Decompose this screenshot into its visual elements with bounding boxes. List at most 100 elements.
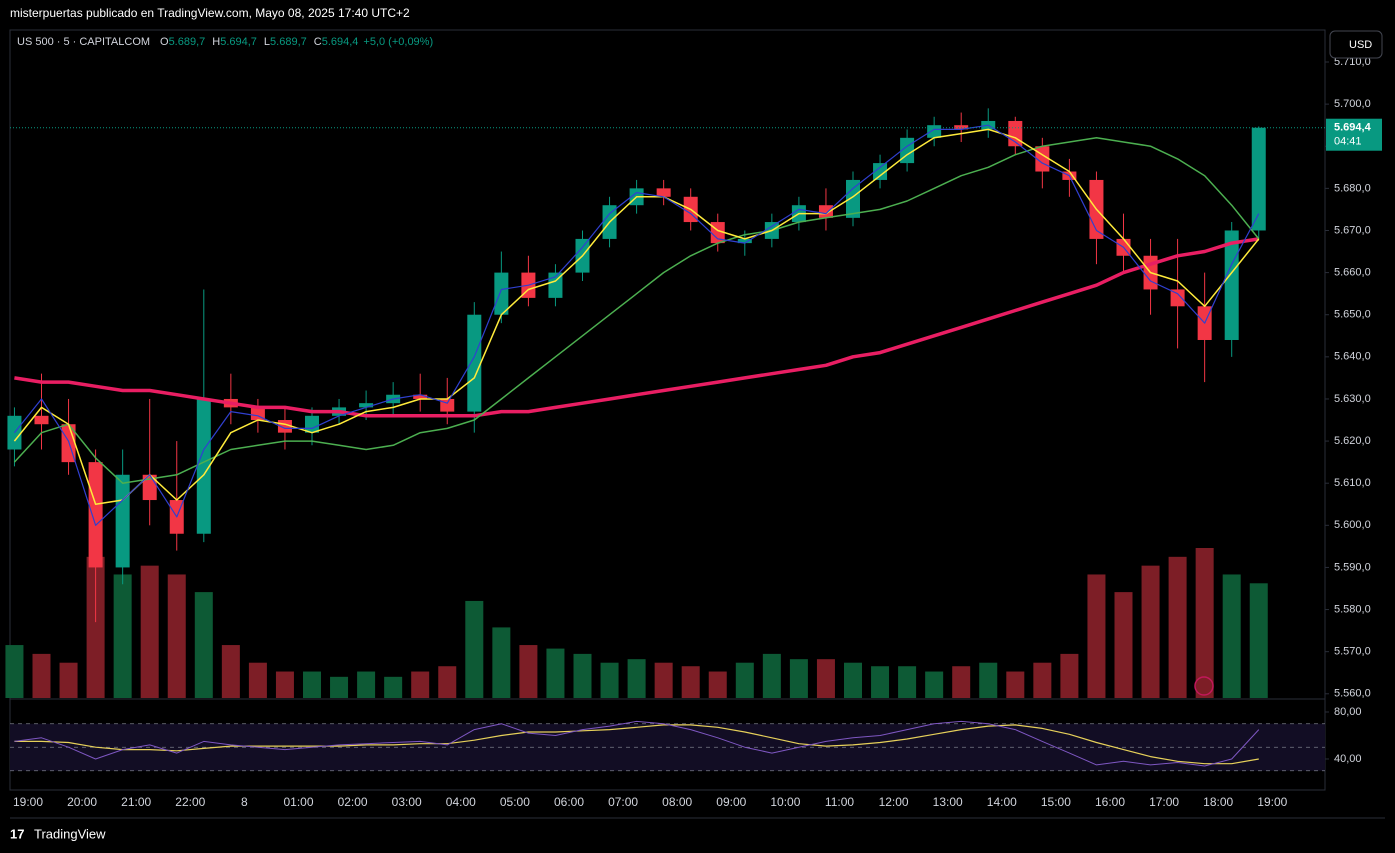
volume-bar — [113, 574, 132, 698]
volume-bar — [1141, 565, 1160, 698]
volume-bar — [871, 666, 890, 698]
candle-body — [737, 238, 752, 244]
time-label: 19:00 — [1257, 795, 1287, 809]
time-label: 08:00 — [662, 795, 692, 809]
volume-bar — [221, 645, 240, 698]
volume-bar — [1060, 653, 1079, 698]
legend-high: 5.694,7 — [220, 36, 257, 48]
time-label: 18:00 — [1203, 795, 1233, 809]
candle-body — [196, 398, 211, 534]
time-label: 11:00 — [825, 795, 854, 809]
candle-body — [88, 462, 103, 568]
time-label: 22:00 — [175, 795, 205, 809]
time-label: 12:00 — [879, 795, 909, 809]
volume-bar — [59, 662, 78, 698]
volume-bar — [573, 653, 592, 698]
legend-change: +5,0 (+0,09%) — [363, 36, 433, 48]
volume-bar — [898, 666, 917, 698]
time-label: 03:00 — [392, 795, 422, 809]
time-label: 06:00 — [554, 795, 584, 809]
moving-average — [13, 137, 1260, 484]
currency-button[interactable] — [1329, 30, 1383, 59]
rsi-tick-label: 40,00 — [1334, 753, 1362, 765]
time-label: 19:00 — [13, 795, 43, 809]
volume-bar — [979, 662, 998, 698]
moving-average — [14, 237, 1260, 418]
price-tick-label: 5.560,0 — [1334, 688, 1371, 700]
price-tick-label: 5.570,0 — [1334, 646, 1371, 658]
candle-body — [548, 272, 563, 298]
volume-bar — [600, 662, 619, 698]
candle-body — [1251, 127, 1266, 231]
candle-body — [34, 415, 49, 425]
volume-bar — [167, 574, 186, 698]
candle-body — [115, 474, 130, 568]
candle-body — [846, 179, 860, 218]
volume-bar — [654, 662, 673, 698]
legend-high-label: H — [212, 36, 220, 48]
price-tick-label: 5.700,0 — [1334, 98, 1371, 110]
price-tick-label: 5.650,0 — [1334, 309, 1371, 321]
volume-bar — [248, 662, 267, 698]
candle-body — [305, 415, 319, 433]
volume-bar — [357, 671, 376, 698]
time-label: 09:00 — [716, 795, 746, 809]
volume-bar — [789, 659, 808, 698]
candle-body — [818, 205, 833, 218]
legend-close: 5.694,4 — [322, 36, 359, 48]
time-label: 07:00 — [608, 795, 638, 809]
time-label: 21:00 — [121, 795, 151, 809]
footer-brand: TradingView — [34, 826, 106, 841]
symbol: US 500 · 5 · CAPITALCOM — [17, 36, 150, 48]
price-tick-label: 5.680,0 — [1334, 182, 1371, 194]
volume-bar — [1249, 583, 1268, 698]
volume-bar — [330, 676, 349, 698]
last-price-label: 5.694,4 — [1334, 122, 1372, 134]
candle-body — [467, 314, 482, 412]
volume-bar — [925, 671, 944, 698]
volume-bar — [384, 676, 403, 698]
price-tick-label: 5.630,0 — [1334, 393, 1371, 405]
volume-bar — [546, 648, 565, 698]
candle-body — [656, 188, 671, 197]
price-tick-label: 5.640,0 — [1334, 351, 1371, 363]
price-tick-label: 5.670,0 — [1334, 224, 1371, 236]
price-tick-label: 5.620,0 — [1334, 435, 1371, 447]
time-label: 17:00 — [1149, 795, 1179, 809]
volume-bar — [519, 645, 538, 698]
countdown: 04:41 — [1334, 136, 1362, 148]
moving-average — [13, 128, 1260, 506]
volume-bar — [844, 662, 862, 698]
volume-bar — [303, 671, 321, 698]
ohlc-legend: O 5.689,7 H 5.694,7 L 5.689,7 C 5.694,4 +5,0 (+0… — [160, 36, 433, 48]
currency-label[interactable]: USD — [1349, 39, 1372, 51]
volume-bar — [1006, 671, 1025, 698]
price-tick-label: 5.610,0 — [1334, 477, 1371, 489]
time-label: 8 — [241, 795, 248, 809]
legend-close-label: C — [314, 36, 322, 48]
time-label: 02:00 — [338, 795, 368, 809]
volume-bar — [681, 666, 700, 698]
volume-bar — [1033, 662, 1052, 698]
time-label: 05:00 — [500, 795, 530, 809]
legend-open-label: O — [160, 36, 169, 48]
volume-bar — [32, 653, 51, 698]
plot: 5.710,05.700,05.690,05.680,05.670,05.660… — [5, 56, 1382, 809]
last-price-box — [1326, 118, 1382, 151]
volume-bar — [411, 671, 430, 698]
time-label: 13:00 — [933, 795, 963, 809]
alert-icon[interactable] — [1194, 676, 1214, 696]
volume-bar — [438, 666, 457, 698]
time-label: 20:00 — [67, 795, 97, 809]
legend-low: 5.689,7 — [270, 36, 307, 48]
moving-average — [13, 124, 1260, 526]
volume-bar — [86, 556, 105, 698]
rsi-ma — [14, 724, 1259, 765]
volume-bar — [5, 645, 24, 698]
volume-bar — [1195, 548, 1214, 698]
candle-body — [413, 394, 428, 399]
candle-body — [359, 403, 374, 408]
rsi-line — [14, 720, 1260, 767]
time-label: 04:00 — [446, 795, 476, 809]
